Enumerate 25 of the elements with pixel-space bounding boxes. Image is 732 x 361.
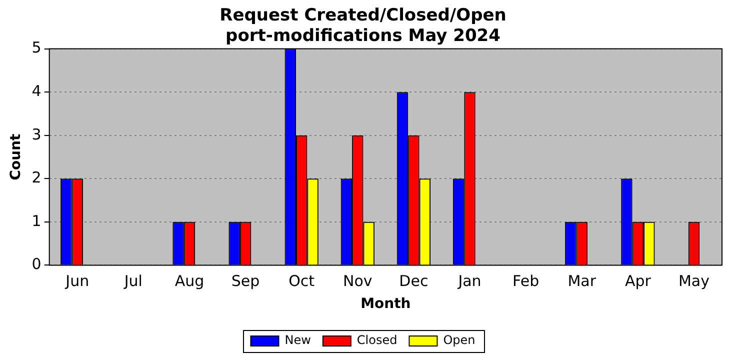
x-tick-label: Jan (457, 272, 482, 290)
y-tick-label: 0 (32, 255, 42, 274)
x-tick-label: Dec (399, 272, 428, 290)
x-tick-label: Sep (231, 272, 260, 290)
x-tick-label: Jul (123, 272, 142, 290)
y-axis-title: Count (8, 133, 24, 180)
chart-title: Request Created/Closed/Open (220, 6, 506, 26)
legend-label: Open (443, 333, 476, 348)
x-tick-label: Nov (343, 272, 372, 290)
y-tick-label: 1 (32, 212, 42, 230)
x-axis-title: Month (360, 296, 411, 312)
x-tick-label: Mar (568, 272, 597, 290)
legend-label: Closed (356, 333, 398, 348)
chart-subtitle: port-modifications May 2024 (226, 26, 501, 46)
x-tick-label: Jun (64, 272, 90, 290)
x-tick-label: May (678, 272, 710, 290)
legend-label: New (284, 333, 312, 348)
x-tick-label: Feb (512, 272, 540, 290)
x-tick-label: Apr (624, 272, 652, 290)
x-tick-label: Oct (288, 272, 315, 290)
y-tick-label: 4 (32, 82, 42, 100)
y-tick-label: 3 (32, 125, 42, 144)
x-tick-label: Aug (174, 272, 204, 290)
y-tick-label: 5 (32, 38, 42, 57)
y-tick-label: 2 (32, 168, 42, 187)
